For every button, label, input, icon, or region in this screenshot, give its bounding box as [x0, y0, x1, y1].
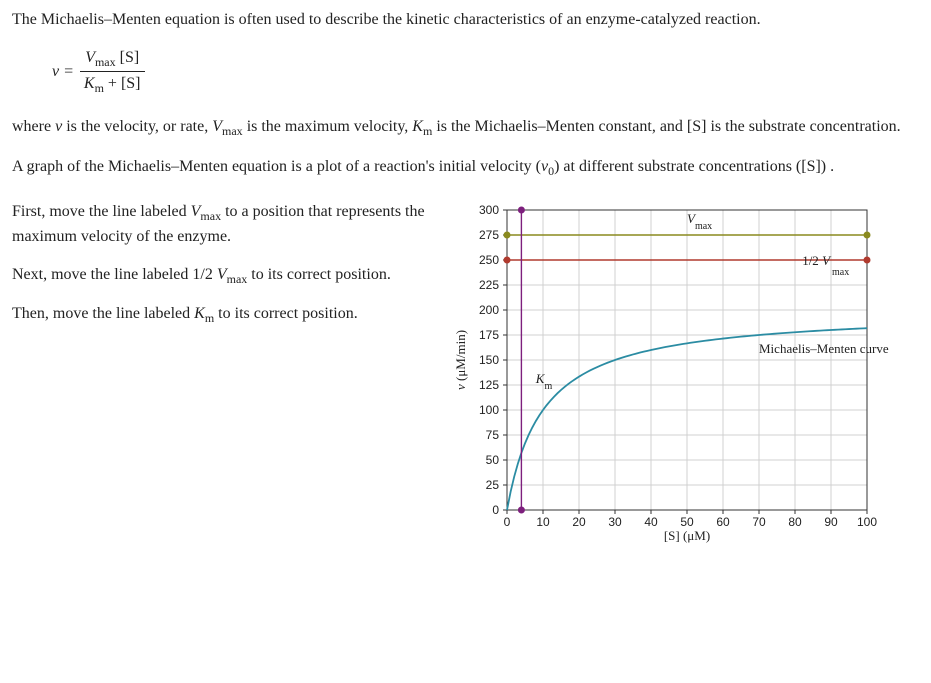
i3-sub: m: [205, 311, 214, 325]
svg-text:70: 70: [753, 515, 767, 529]
michaelis-menten-chart[interactable]: 0 10 20 30 40 50 60 70 80 90 100 0 25 50 75 100 125 150 17…: [449, 200, 879, 550]
intro-paragraph-2: where v is the velocity, or rate, Vmax i…: [12, 115, 919, 140]
p2-km: K: [412, 118, 423, 135]
eq-den-sub: m: [95, 81, 104, 95]
p2-vmax-sub: max: [222, 125, 243, 139]
intro-paragraph-1: The Michaelis–Menten equation is often u…: [12, 8, 919, 32]
p2-pre: where: [12, 118, 55, 135]
p2-mid1: is the velocity, or rate,: [62, 118, 212, 135]
svg-text:50: 50: [486, 453, 500, 467]
eq-den-k: K: [84, 75, 95, 92]
p2-vmax: V: [212, 118, 222, 135]
svg-text:50: 50: [681, 515, 695, 529]
svg-text:200: 200: [479, 303, 499, 317]
i2-pre: Next, move the line labeled 1/2: [12, 266, 217, 283]
svg-text:10: 10: [537, 515, 551, 529]
i2-post: to its correct position.: [247, 266, 391, 283]
i3-pre: Then, move the line labeled: [12, 305, 194, 322]
instruction-2: Next, move the line labeled 1/2 Vmax to …: [12, 263, 429, 288]
i2-v: V: [217, 266, 227, 283]
eq-num-sub: max: [95, 55, 116, 69]
p3-pre: A graph of the Michaelis–Menten equation…: [12, 158, 541, 175]
svg-text:[S] (μM): [S] (μM): [664, 528, 710, 543]
intro-paragraph-3: A graph of the Michaelis–Menten equation…: [12, 155, 919, 180]
svg-text:60: 60: [717, 515, 731, 529]
svg-text:225: 225: [479, 278, 499, 292]
svg-text:v (μM/min): v (μM/min): [453, 330, 468, 390]
eq-num-s: [S]: [116, 49, 140, 66]
svg-text:90: 90: [825, 515, 839, 529]
eq-den-s: + [S]: [104, 75, 141, 92]
svg-text:125: 125: [479, 378, 499, 392]
instruction-3: Then, move the line labeled Km to its co…: [12, 302, 429, 327]
svg-text:75: 75: [486, 428, 500, 442]
i1-sub: max: [200, 209, 221, 223]
p3-v0: v: [541, 158, 548, 175]
svg-text:250: 250: [479, 253, 499, 267]
svg-text:100: 100: [857, 515, 877, 529]
svg-text:0: 0: [504, 515, 511, 529]
equation-block: v = Vmax [S] Km + [S]: [52, 46, 919, 97]
svg-text:25: 25: [486, 478, 500, 492]
p3-post: ) at different substrate concentrations …: [554, 158, 834, 175]
i3-post: to its correct position.: [214, 305, 358, 322]
svg-text:275: 275: [479, 228, 499, 242]
i3-k: K: [194, 305, 205, 322]
p2-km-sub: m: [423, 125, 432, 139]
p2-mid3: is the Michaelis–Menten constant, and [S…: [432, 118, 900, 135]
svg-text:20: 20: [573, 515, 587, 529]
svg-text:300: 300: [479, 203, 499, 217]
svg-text:175: 175: [479, 328, 499, 342]
i1-v: V: [191, 203, 201, 220]
i2-sub: max: [227, 272, 248, 286]
svg-text:0: 0: [493, 503, 500, 517]
svg-text:150: 150: [479, 353, 499, 367]
instruction-1: First, move the line labeled Vmax to a p…: [12, 200, 429, 249]
svg-text:30: 30: [609, 515, 623, 529]
eq-num-v: V: [85, 49, 95, 66]
svg-text:40: 40: [645, 515, 659, 529]
i1-pre: First, move the line labeled: [12, 203, 191, 220]
p2-mid2: is the maximum velocity,: [243, 118, 413, 135]
equation-fraction: Vmax [S] Km + [S]: [80, 46, 145, 97]
equation-lhs: v =: [52, 60, 74, 84]
svg-text:Michaelis–Menten curve: Michaelis–Menten curve: [759, 341, 889, 356]
svg-text:100: 100: [479, 403, 499, 417]
svg-text:80: 80: [789, 515, 803, 529]
